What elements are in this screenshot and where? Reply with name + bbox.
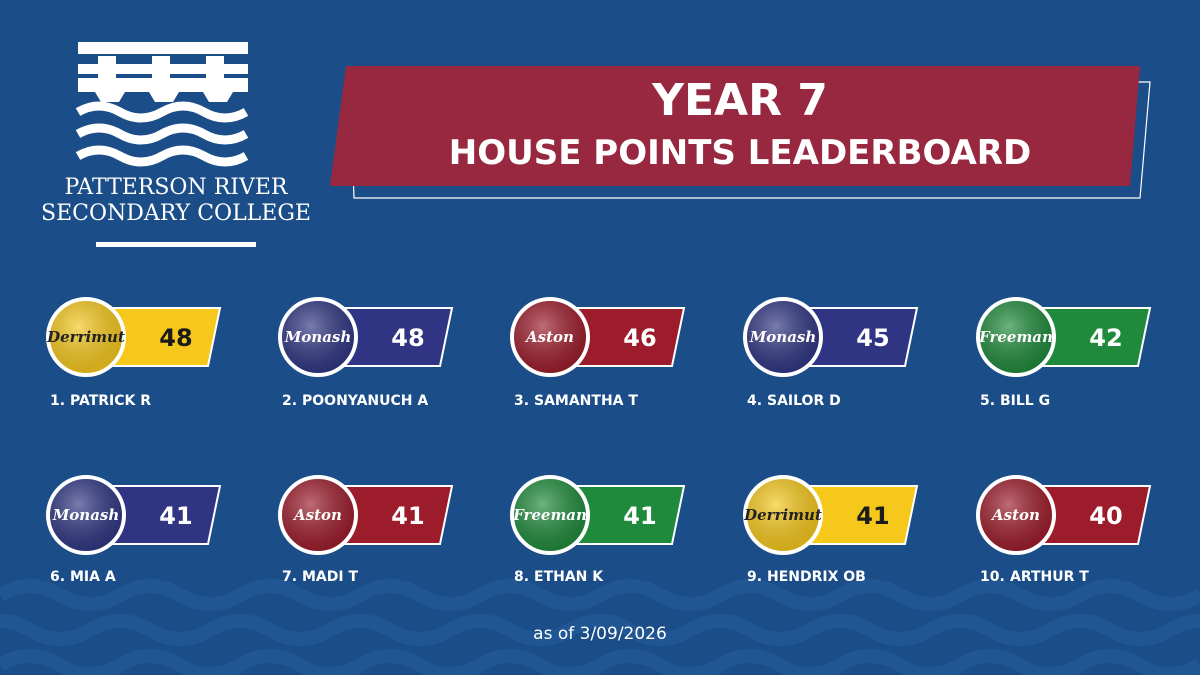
badge-shine (980, 301, 1052, 373)
student-name: SAILOR D (767, 393, 841, 409)
house-name: Freeman (978, 328, 1053, 346)
rank: 3. (514, 393, 529, 409)
rank: 9. (747, 569, 762, 585)
rank: 6. (50, 569, 65, 585)
school-name: SECONDARY COLLEGE (41, 201, 311, 226)
student-name: HENDRIX OB (767, 569, 866, 585)
rank: 8. (514, 569, 529, 585)
entry: Aston 41 7. MADI T (278, 475, 454, 585)
student-name: BILL G (1000, 393, 1050, 409)
entry: Monash 41 6. MIA A (46, 475, 222, 585)
points: 42 (1089, 324, 1122, 352)
badge-shine (514, 479, 586, 551)
title: YEAR 7 (651, 75, 828, 126)
entries: Derrimut 48 1. PATRICK R Monash 48 2. POONYANUC… (46, 297, 1152, 585)
house-name: Freeman (512, 506, 587, 524)
rank: 2. (282, 393, 297, 409)
house-name: Monash (284, 328, 352, 346)
student-name: POONYANUCH A (302, 393, 428, 409)
student-name: MADI T (302, 569, 358, 585)
house-name: Aston (292, 506, 342, 524)
entry: Derrimut 41 9. HENDRIX OB (743, 475, 919, 585)
student-name: ETHAN K (534, 569, 604, 585)
rank: 10. (980, 569, 1005, 585)
house-name: Derrimut (743, 506, 822, 524)
rank: 1. (50, 393, 65, 409)
badge-shine (980, 479, 1052, 551)
house-name: Derrimut (46, 328, 125, 346)
points: 48 (391, 324, 424, 352)
points: 40 (1089, 502, 1122, 530)
entry: Aston 40 10. ARTHUR T (976, 475, 1152, 585)
entry: Aston 46 3. SAMANTHA T (510, 297, 686, 409)
points: 41 (623, 502, 656, 530)
badge-shine (747, 301, 819, 373)
house-name: Aston (990, 506, 1040, 524)
rank: 7. (282, 569, 297, 585)
rank: 4. (747, 393, 762, 409)
house-name: Aston (524, 328, 574, 346)
house-name: Monash (749, 328, 817, 346)
student-name: PATRICK R (70, 393, 151, 409)
entry: Monash 48 2. POONYANUCH A (278, 297, 454, 409)
entry: Freeman 42 5. BILL G (976, 297, 1152, 409)
background-waves (0, 579, 1200, 675)
entry: Derrimut 48 1. PATRICK R (46, 297, 222, 409)
points: 48 (159, 324, 192, 352)
logo-underline (96, 242, 256, 247)
title: HOUSE POINTS LEADERBOARD (449, 133, 1031, 173)
badge-shine (50, 479, 122, 551)
points: 46 (623, 324, 656, 352)
points: 45 (856, 324, 889, 352)
badge-shine (514, 301, 586, 373)
points: 41 (159, 502, 192, 530)
points: 41 (391, 502, 424, 530)
rank: 5. (980, 393, 995, 409)
school-logo (75, 42, 249, 167)
points: 41 (856, 502, 889, 530)
badge-shine (282, 479, 354, 551)
entry: Monash 45 4. SAILOR D (743, 297, 919, 409)
badge-shine (50, 301, 122, 373)
school-name: PATTERSON RIVER (65, 175, 289, 200)
footer-date: as of 3/09/2026 (533, 624, 667, 644)
badge-shine (747, 479, 819, 551)
entry: Freeman 41 8. ETHAN K (510, 475, 686, 585)
banner (330, 66, 1140, 186)
student-name: SAMANTHA T (534, 393, 638, 409)
badge-shine (282, 301, 354, 373)
student-name: ARTHUR T (1010, 569, 1089, 585)
student-name: MIA A (70, 569, 116, 585)
house-name: Monash (52, 506, 120, 524)
